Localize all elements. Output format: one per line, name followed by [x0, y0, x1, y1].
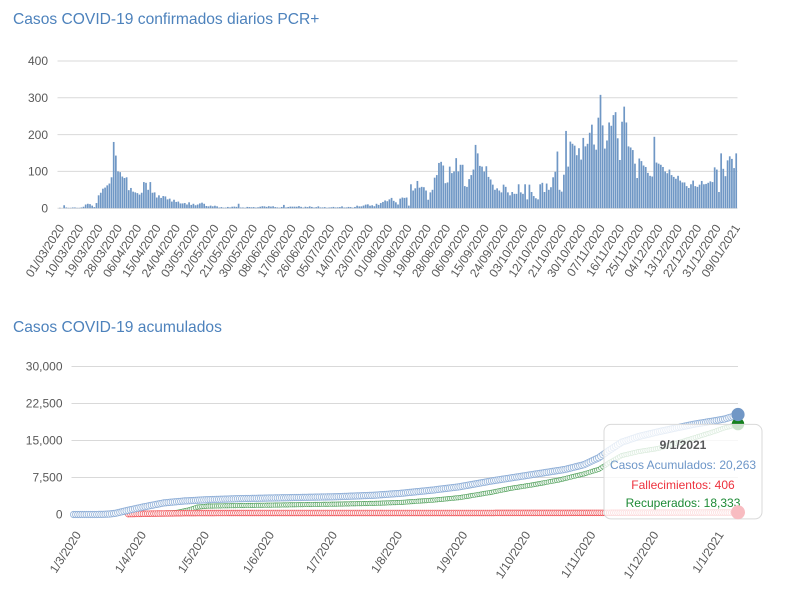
svg-text:0: 0	[41, 201, 48, 215]
svg-text:100: 100	[28, 165, 48, 179]
svg-text:200: 200	[28, 128, 48, 142]
svg-text:9/1/2021: 9/1/2021	[660, 438, 707, 452]
svg-text:300: 300	[28, 91, 48, 105]
svg-text:Fallecimientos: 406: Fallecimientos: 406	[631, 478, 735, 492]
svg-text:400: 400	[28, 54, 48, 68]
svg-text:30,000: 30,000	[26, 360, 63, 374]
svg-text:Recuperados: 18,333: Recuperados: 18,333	[626, 496, 741, 510]
svg-text:7,500: 7,500	[32, 471, 62, 485]
svg-text:0: 0	[56, 508, 63, 522]
svg-text:Casos COVID-19 acumulados: Casos COVID-19 acumulados	[13, 319, 222, 336]
svg-text:Casos Acumulados: 20,263: Casos Acumulados: 20,263	[610, 458, 756, 472]
svg-text:22,500: 22,500	[26, 397, 63, 411]
svg-text:15,000: 15,000	[26, 434, 63, 448]
svg-text:Casos COVID-19 confirmados dia: Casos COVID-19 confirmados diarios PCR+	[13, 11, 319, 28]
